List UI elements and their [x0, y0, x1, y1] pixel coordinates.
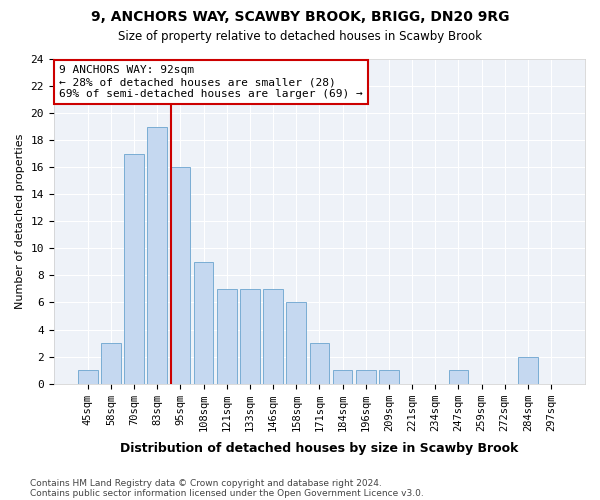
Bar — [217, 289, 236, 384]
Bar — [379, 370, 399, 384]
Bar — [310, 343, 329, 384]
Bar — [148, 126, 167, 384]
Bar — [240, 289, 260, 384]
Text: Contains public sector information licensed under the Open Government Licence v3: Contains public sector information licen… — [30, 488, 424, 498]
Bar — [286, 302, 306, 384]
Text: 9 ANCHORS WAY: 92sqm
← 28% of detached houses are smaller (28)
69% of semi-detac: 9 ANCHORS WAY: 92sqm ← 28% of detached h… — [59, 66, 363, 98]
Text: Contains HM Land Registry data © Crown copyright and database right 2024.: Contains HM Land Registry data © Crown c… — [30, 478, 382, 488]
Bar — [449, 370, 468, 384]
Text: Size of property relative to detached houses in Scawby Brook: Size of property relative to detached ho… — [118, 30, 482, 43]
Y-axis label: Number of detached properties: Number of detached properties — [15, 134, 25, 309]
Bar — [124, 154, 144, 384]
Bar — [356, 370, 376, 384]
Bar — [78, 370, 98, 384]
Bar — [170, 167, 190, 384]
Bar — [101, 343, 121, 384]
X-axis label: Distribution of detached houses by size in Scawby Brook: Distribution of detached houses by size … — [120, 442, 518, 455]
Bar — [333, 370, 352, 384]
Bar — [263, 289, 283, 384]
Bar — [518, 356, 538, 384]
Text: 9, ANCHORS WAY, SCAWBY BROOK, BRIGG, DN20 9RG: 9, ANCHORS WAY, SCAWBY BROOK, BRIGG, DN2… — [91, 10, 509, 24]
Bar — [194, 262, 214, 384]
